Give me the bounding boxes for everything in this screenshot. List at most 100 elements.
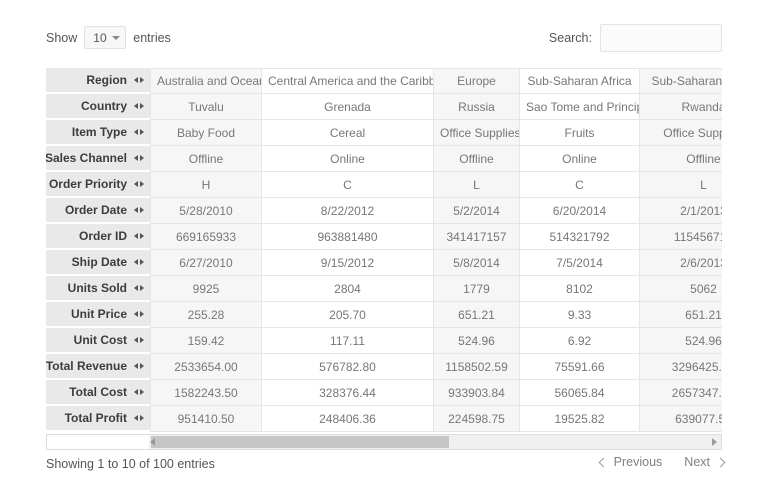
table-cell: Cereal bbox=[262, 120, 434, 146]
table-cell: 639077.50 bbox=[640, 406, 722, 432]
table-cell: 2533654.00 bbox=[150, 354, 262, 380]
show-label: Show bbox=[46, 30, 78, 45]
row-header-order-id[interactable]: Order ID bbox=[46, 224, 150, 250]
table-cell: 524.96 bbox=[434, 328, 520, 354]
table-row: Order ID 669165933 963881480 341417157 51432… bbox=[46, 224, 722, 250]
table-cell: 7/5/2014 bbox=[520, 250, 640, 276]
sort-icon[interactable] bbox=[134, 258, 144, 267]
table-cell: 963881480 bbox=[262, 224, 434, 250]
table-cell: Russia bbox=[434, 94, 520, 120]
table-cell: 2657347.52 bbox=[640, 380, 722, 406]
row-header-label: Total Profit bbox=[64, 411, 127, 425]
sort-icon[interactable] bbox=[134, 232, 144, 241]
row-header-label: Sales Channel bbox=[46, 151, 127, 165]
sort-icon[interactable] bbox=[134, 180, 144, 189]
table-row: Ship Date 6/27/2010 9/15/2012 5/8/2014 7/5/2… bbox=[46, 250, 722, 276]
table-cell: Australia and Oceania bbox=[150, 68, 262, 94]
table-row: Order Priority H C L C L bbox=[46, 172, 722, 198]
table-cell: 576782.80 bbox=[262, 354, 434, 380]
table-cell: 115456712 bbox=[640, 224, 722, 250]
row-header-sales-channel[interactable]: Sales Channel bbox=[46, 146, 150, 172]
row-header-label: Unit Cost bbox=[73, 333, 127, 347]
horizontal-scrollbar[interactable] bbox=[46, 434, 722, 450]
table-cell: 224598.75 bbox=[434, 406, 520, 432]
table-cell: 669165933 bbox=[150, 224, 262, 250]
table-cell: 1158502.59 bbox=[434, 354, 520, 380]
table-cell: Baby Food bbox=[150, 120, 262, 146]
row-header-ship-date[interactable]: Ship Date bbox=[46, 250, 150, 276]
sort-icon[interactable] bbox=[134, 362, 144, 371]
table-cell: 19525.82 bbox=[520, 406, 640, 432]
sort-icon[interactable] bbox=[134, 128, 144, 137]
table-row: Units Sold 9925 2804 1779 8102 5062 bbox=[46, 276, 722, 302]
row-header-unit-price[interactable]: Unit Price bbox=[46, 302, 150, 328]
row-header-unit-cost[interactable]: Unit Cost bbox=[46, 328, 150, 354]
scroll-right-arrow-icon[interactable] bbox=[712, 438, 717, 446]
table-cell: C bbox=[262, 172, 434, 198]
table-cell: Central America and the Caribbean bbox=[262, 68, 434, 94]
sort-icon[interactable] bbox=[134, 102, 144, 111]
entries-label: entries bbox=[133, 30, 171, 45]
next-button[interactable]: Next bbox=[684, 455, 726, 469]
row-header-label: Ship Date bbox=[71, 255, 127, 269]
page-length-select[interactable]: 10 bbox=[84, 26, 127, 49]
row-header-total-profit[interactable]: Total Profit bbox=[46, 406, 150, 432]
row-header-label: Unit Price bbox=[70, 307, 127, 321]
table-cell: 651.21 bbox=[640, 302, 722, 328]
table-cell: 8/22/2012 bbox=[262, 198, 434, 224]
table-cell: 6/27/2010 bbox=[150, 250, 262, 276]
table-cell: 2804 bbox=[262, 276, 434, 302]
table-cell: 255.28 bbox=[150, 302, 262, 328]
table-cell: Tuvalu bbox=[150, 94, 262, 120]
scrollbar-thumb[interactable] bbox=[151, 436, 449, 448]
row-header-total-cost[interactable]: Total Cost bbox=[46, 380, 150, 406]
table-cell: Sub-Saharan Africa bbox=[640, 68, 722, 94]
row-header-label: Order Priority bbox=[48, 177, 127, 191]
table-cell: 5/8/2014 bbox=[434, 250, 520, 276]
sort-icon[interactable] bbox=[134, 336, 144, 345]
sort-icon[interactable] bbox=[134, 388, 144, 397]
table-cell: Rwanda bbox=[640, 94, 722, 120]
sort-icon[interactable] bbox=[134, 154, 144, 163]
search-input[interactable] bbox=[600, 24, 722, 52]
table-cell: 524.96 bbox=[640, 328, 722, 354]
sort-icon[interactable] bbox=[134, 310, 144, 319]
previous-button[interactable]: Previous bbox=[598, 455, 662, 469]
row-header-total-revenue[interactable]: Total Revenue bbox=[46, 354, 150, 380]
row-header-country[interactable]: Country bbox=[46, 94, 150, 120]
table-cell: 8102 bbox=[520, 276, 640, 302]
table-row: Total Profit 951410.50 248406.36 224598.75 1… bbox=[46, 406, 722, 432]
table-cell: Office Supplies bbox=[434, 120, 520, 146]
table-cell: 951410.50 bbox=[150, 406, 262, 432]
table-cell: C bbox=[520, 172, 640, 198]
table-row: Item Type Baby Food Cereal Office Supplies F… bbox=[46, 120, 722, 146]
table-row: Region Australia and OceaniaCentral Ameri… bbox=[46, 68, 722, 94]
row-header-label: Total Revenue bbox=[46, 359, 127, 373]
sort-icon[interactable] bbox=[134, 76, 144, 85]
row-header-order-priority[interactable]: Order Priority bbox=[46, 172, 150, 198]
table-cell: H bbox=[150, 172, 262, 198]
table-cell: Sub-Saharan Africa bbox=[520, 68, 640, 94]
table-row: Order Date 5/28/2010 8/22/2012 5/2/2014 6/20… bbox=[46, 198, 722, 224]
row-header-units-sold[interactable]: Units Sold bbox=[46, 276, 150, 302]
table-cell: Fruits bbox=[520, 120, 640, 146]
row-header-region[interactable]: Region bbox=[46, 68, 150, 94]
table-cell: 9.33 bbox=[520, 302, 640, 328]
table-cell: 6.92 bbox=[520, 328, 640, 354]
table-scroll-container: Region Australia and OceaniaCentral Ameri… bbox=[46, 68, 722, 434]
table-cell: 5062 bbox=[640, 276, 722, 302]
row-header-item-type[interactable]: Item Type bbox=[46, 120, 150, 146]
table-row: Country Tuvalu Grenada Russia Sao Tome and P… bbox=[46, 94, 722, 120]
sort-icon[interactable] bbox=[134, 284, 144, 293]
row-header-label: Order ID bbox=[78, 229, 127, 243]
table-cell: Grenada bbox=[262, 94, 434, 120]
table-row: Unit Price 255.28 205.70 651.21 9.33 651.21 bbox=[46, 302, 722, 328]
table-cell: 1779 bbox=[434, 276, 520, 302]
scroll-left-arrow-icon[interactable] bbox=[150, 438, 155, 446]
row-header-order-date[interactable]: Order Date bbox=[46, 198, 150, 224]
table-cell: 5/2/2014 bbox=[434, 198, 520, 224]
sort-icon[interactable] bbox=[134, 414, 144, 423]
sort-icon[interactable] bbox=[134, 206, 144, 215]
table-cell: 56065.84 bbox=[520, 380, 640, 406]
table-cell: 933903.84 bbox=[434, 380, 520, 406]
